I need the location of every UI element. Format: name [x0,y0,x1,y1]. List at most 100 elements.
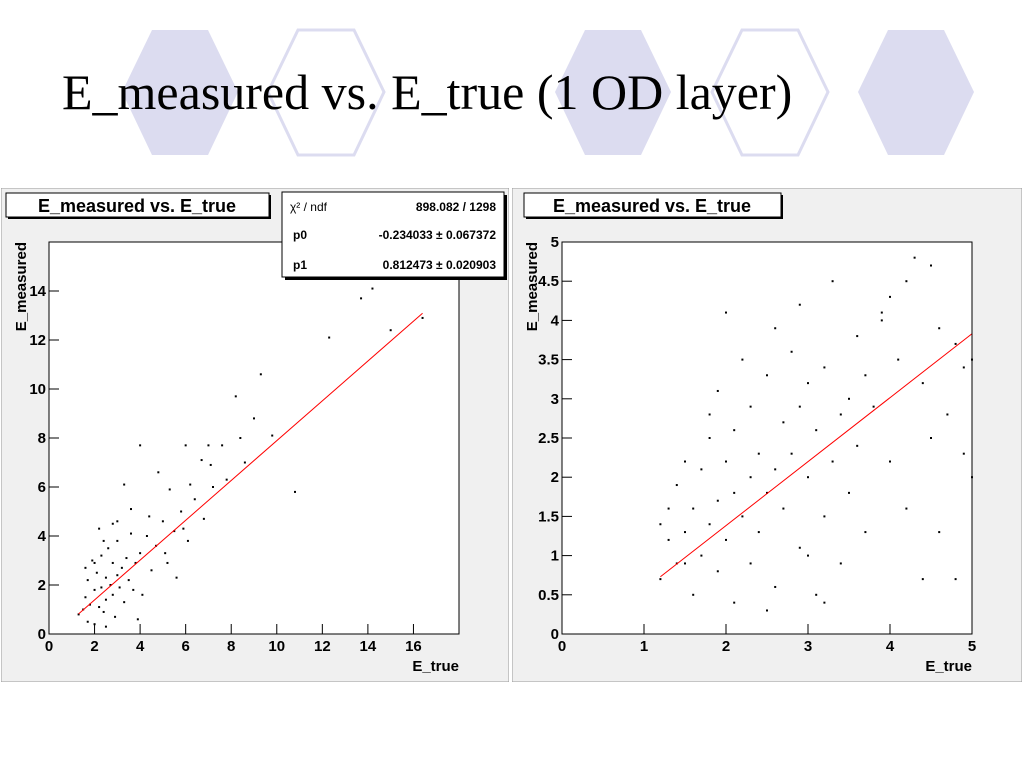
y-tick-label: 12 [29,332,46,349]
y-tick-label: 3 [551,391,559,408]
data-point [253,417,255,420]
data-point [823,366,826,369]
data-point [954,578,957,581]
data-point [104,576,107,579]
hexagon-decoration [710,28,830,157]
data-point [897,358,900,361]
data-point [141,593,144,596]
x-tick-label: 1 [640,638,648,655]
data-point [239,437,242,439]
data-point [130,508,132,511]
stat-value-p1: 0.812473 ± 0.020903 [383,258,497,272]
data-point [107,547,110,550]
data-point [116,574,119,577]
data-point [86,579,89,582]
y-tick-label: 8 [38,430,46,447]
data-point [667,507,670,510]
y-tick-label: 0 [551,626,559,643]
stat-value-p0: -0.234033 ± 0.067372 [379,228,497,242]
data-point [175,576,178,579]
data-point [782,507,785,510]
data-point [168,488,171,491]
data-point [749,405,752,408]
stat-label-p0: p0 [293,228,307,242]
data-point [136,618,139,621]
data-point [189,483,192,486]
data-point [725,311,727,314]
data-point [148,515,151,518]
title-box [523,192,782,218]
data-point [856,444,859,447]
y-tick-label: 6 [38,479,46,496]
data-point [360,297,363,300]
data-point [774,585,777,588]
data-point [98,606,101,609]
y-tick-label: 10 [29,381,46,398]
y-tick-label: 0 [38,626,46,643]
data-point [938,327,941,330]
data-point [91,559,94,562]
data-point [166,561,169,564]
data-point [921,382,924,385]
data-point [725,538,727,541]
data-point [95,571,98,574]
data-point [132,588,135,591]
data-point [104,598,107,601]
data-point [766,374,768,377]
data-point [134,561,137,564]
data-point [328,336,331,339]
axis-ticks: 0 1 2 3 4 5 0 0.5 1 1.5 2 2.5 3 3.5 4 4.5 5 [538,234,976,655]
data-point [371,287,374,290]
right-scatter-plot: 0 1 2 3 4 5 0 0.5 1 1.5 2 2.5 3 3.5 4 4.5 5 E_measured v… [512,188,1022,682]
data-point [848,491,850,494]
x-tick-label: 2 [722,638,730,655]
data-point [127,579,130,582]
data-point [741,358,744,361]
data-point [692,593,695,596]
data-point [421,316,424,319]
data-point [708,523,711,526]
data-point [93,588,96,591]
data-point [111,593,114,596]
data-point [815,593,818,596]
data-point [116,520,119,523]
data-point [798,303,801,306]
data-point [145,535,148,537]
data-point [221,444,224,447]
data-point [905,507,908,510]
data-point [889,460,891,463]
data-point [667,538,670,541]
data-point [856,335,859,338]
data-point [207,444,210,447]
plot-title: E_measured vs. E_true [38,196,236,216]
data-point [708,437,711,439]
x-tick-label: 3 [804,638,812,655]
data-point [766,491,768,494]
x-tick-label: 0 [45,638,53,655]
data-point [193,498,196,501]
data-point [782,421,785,424]
data-point [164,552,167,555]
data-point [104,625,107,628]
data-point [733,601,736,604]
data-point [815,429,818,432]
data-point [880,311,883,314]
x-tick-label: 4 [886,638,895,655]
data-point [741,515,744,518]
data-point [93,561,96,564]
data-point [77,613,80,616]
plot-title: E_measured vs. E_true [553,196,751,216]
data-point [123,601,126,604]
plot-area [562,242,972,634]
data-point [200,459,203,462]
data-point [798,405,801,408]
y-tick-label: 2 [551,469,559,486]
data-point [692,507,695,510]
data-point [807,382,809,385]
data-point [798,546,801,549]
data-point [294,490,296,493]
data-point [86,620,89,623]
x-tick-label: 12 [314,638,331,655]
data-point [139,552,142,555]
